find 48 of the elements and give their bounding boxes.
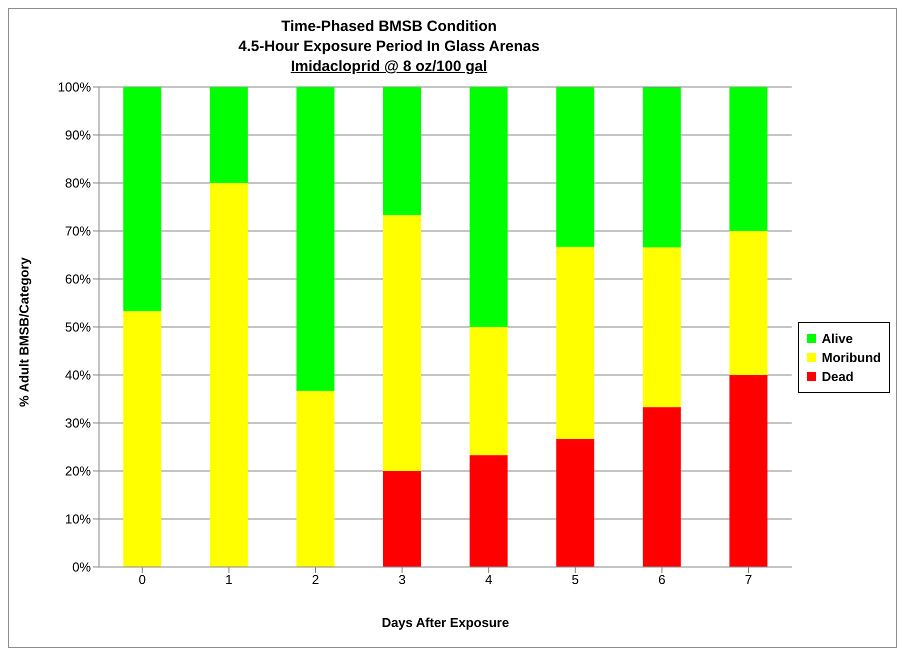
x-tick-label: 4 <box>485 572 492 588</box>
bar <box>383 471 422 567</box>
text: Imidacloprid @ 8 oz/100 gal <box>290 57 488 77</box>
legend-label: Alive <box>822 330 853 346</box>
bar <box>383 215 422 471</box>
bar <box>210 87 248 183</box>
y-axis-title: % Adult BMSB/Category <box>16 256 32 407</box>
bar <box>642 87 681 248</box>
bar <box>556 87 594 247</box>
bar <box>210 183 248 567</box>
y-tick-label: 40% <box>64 368 92 383</box>
chart-title: Time-Phased BMSB Condition <box>280 17 498 37</box>
legend-label: Dead <box>822 368 854 384</box>
bar <box>729 231 768 375</box>
y-tick-label: 0% <box>72 560 92 575</box>
bar <box>729 375 768 567</box>
bar <box>642 407 681 567</box>
bar <box>470 87 508 327</box>
y-tick-label: 60% <box>64 272 92 287</box>
bar <box>296 390 334 567</box>
bar <box>556 246 594 439</box>
x-tick-label: 3 <box>398 572 406 588</box>
bar <box>642 247 681 408</box>
bar <box>383 87 422 216</box>
y-tick-label: 90% <box>64 128 92 143</box>
x-tick-label: 1 <box>225 572 233 588</box>
bar <box>470 455 508 567</box>
y-tick-label: 10% <box>64 512 92 527</box>
y-tick-label: 30% <box>64 416 92 431</box>
y-tick-label: 70% <box>64 224 92 239</box>
bar <box>123 311 162 567</box>
y-tick-label: 50% <box>64 320 92 335</box>
bar <box>296 87 334 391</box>
bar <box>123 87 162 312</box>
x-tick-label: 2 <box>312 572 320 588</box>
bar <box>470 327 508 456</box>
y-tick-label: 100% <box>58 80 92 95</box>
bar <box>556 438 594 567</box>
y-tick-label: 20% <box>64 464 92 479</box>
legend-label: Moribund <box>822 350 881 364</box>
x-tick-label: 6 <box>658 572 666 588</box>
x-tick-label: 0 <box>138 572 146 588</box>
chart-subtitle: 4.5-Hour Exposure Period In Glass Arenas <box>237 37 541 57</box>
x-tick-label: 7 <box>744 572 752 588</box>
bar <box>729 87 768 231</box>
x-axis-title: Days After Exposure <box>382 615 510 630</box>
y-tick-label: 80% <box>64 176 92 191</box>
x-tick-label: 5 <box>572 572 579 588</box>
